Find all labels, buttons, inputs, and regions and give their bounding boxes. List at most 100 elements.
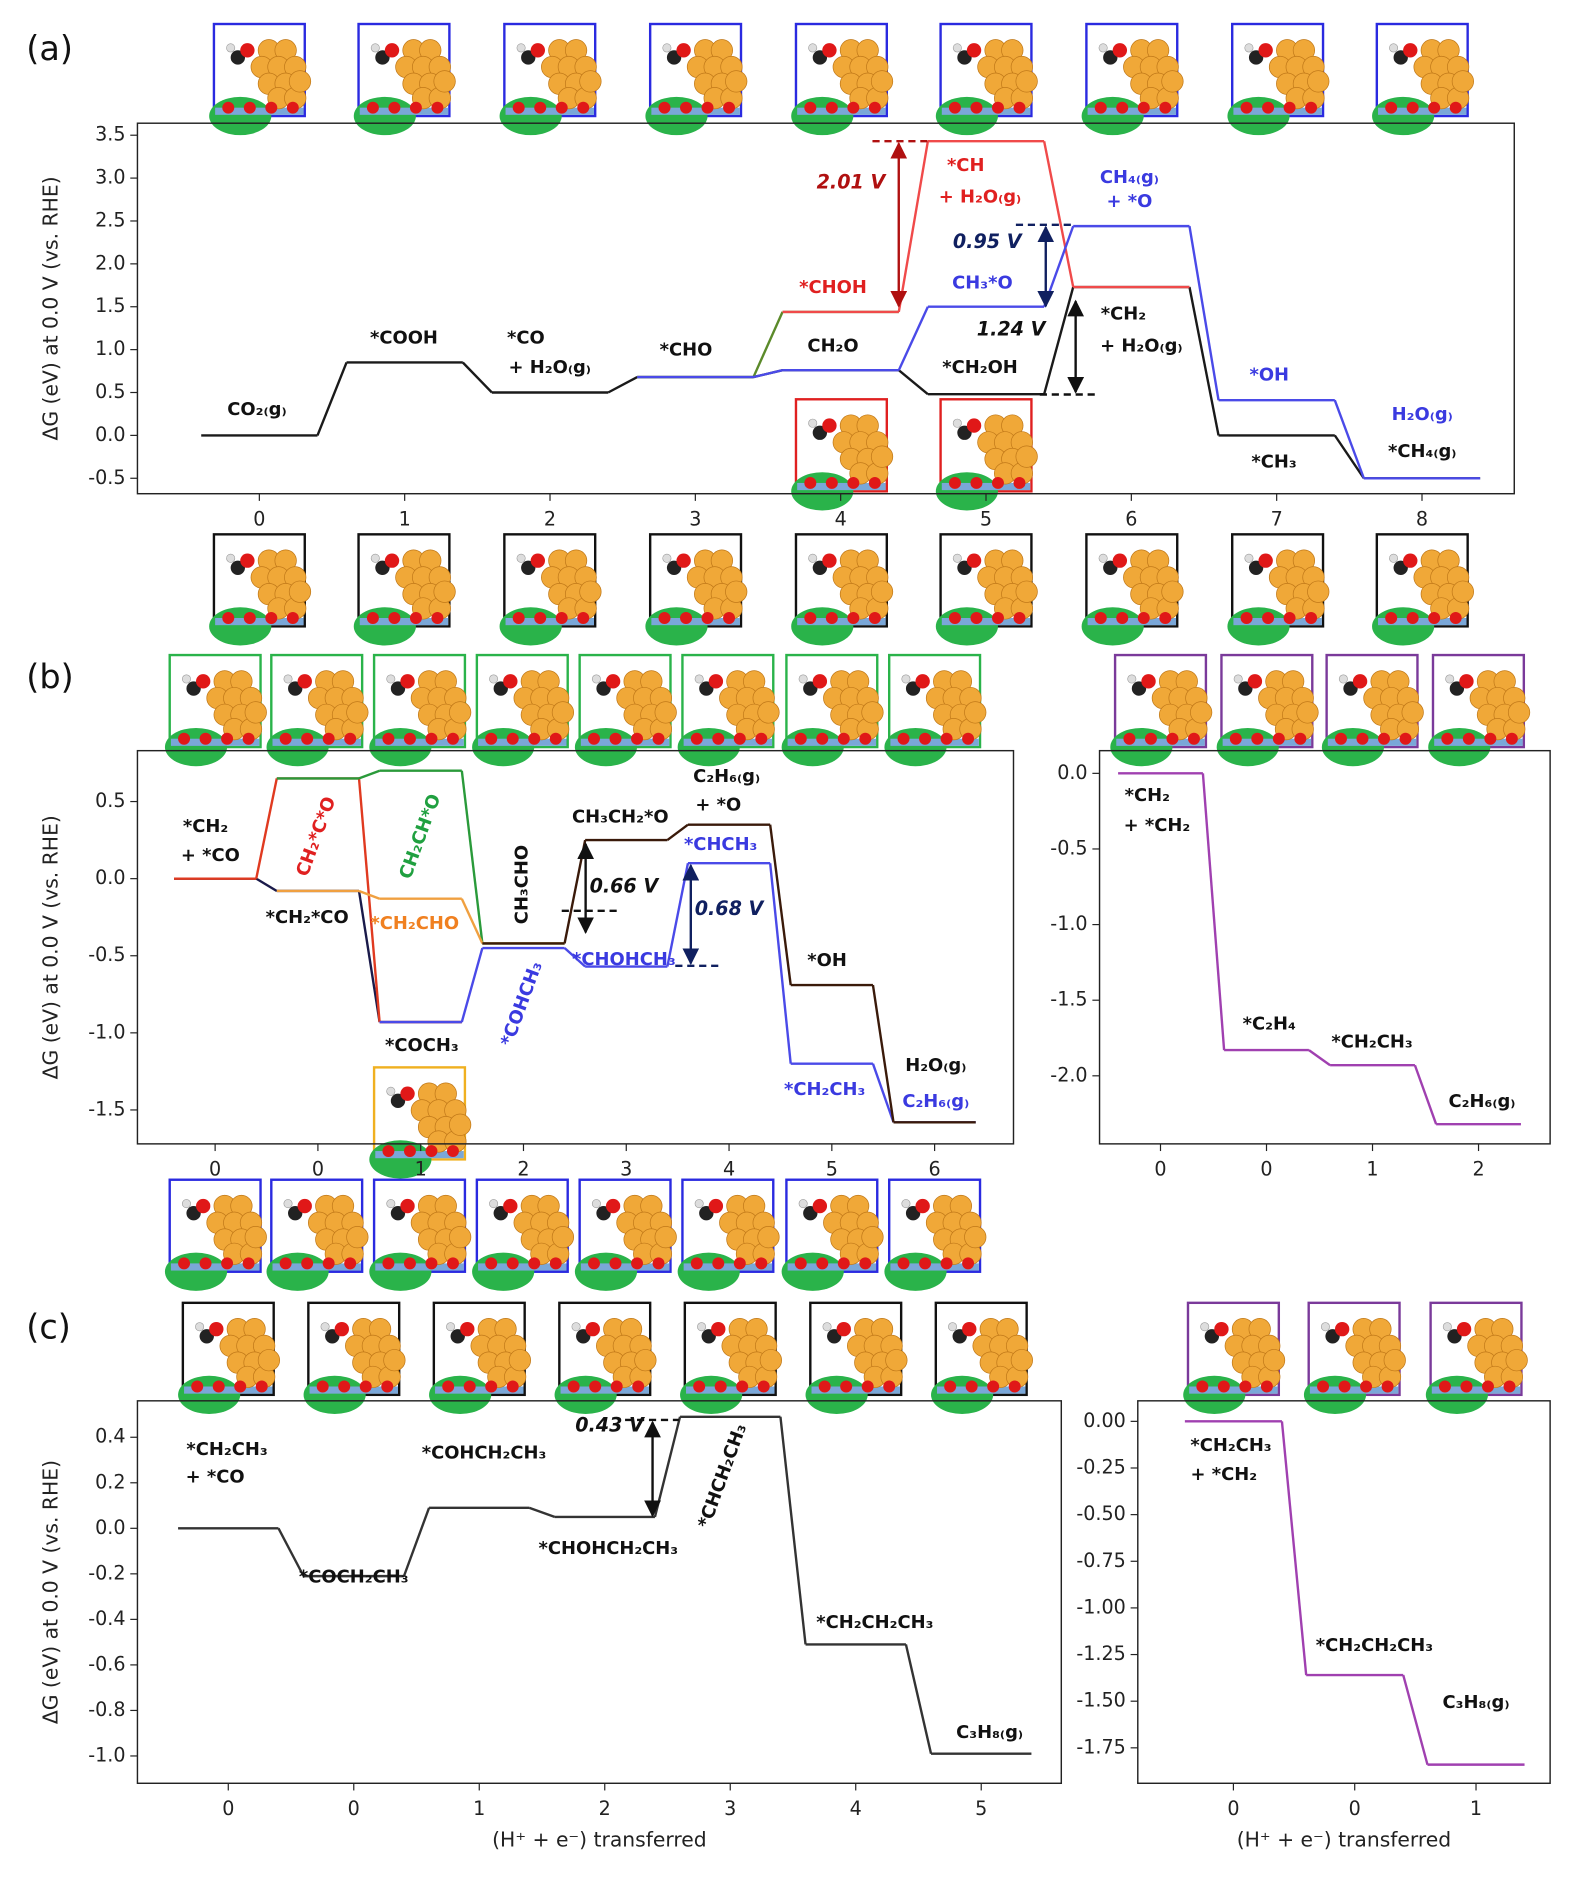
x-axis-label: (H⁺ + e⁻) transferred (492, 1828, 706, 1852)
atom (1403, 553, 1418, 568)
atom (370, 553, 380, 563)
atom (915, 1198, 930, 1214)
substrate-base (560, 1386, 649, 1394)
atom (1116, 101, 1129, 114)
substrate-base (941, 482, 1031, 491)
atom (1360, 1380, 1373, 1393)
atom (725, 70, 748, 93)
atom (658, 612, 671, 624)
y-tick-label: -0.5 (88, 943, 125, 966)
atom (1240, 612, 1253, 624)
y-tick-label: -1.0 (88, 1020, 125, 1043)
atom (571, 1322, 581, 1332)
atom (403, 1257, 416, 1270)
atom (948, 1322, 958, 1332)
atom (610, 1380, 623, 1393)
substrate (677, 727, 740, 767)
atom (1217, 1380, 1230, 1393)
substrate (472, 727, 535, 767)
y-axis-label: ΔG (eV) at 0.0 V (vs. RHE) (38, 815, 62, 1079)
species-label: CH₃CHO (511, 845, 532, 924)
atom (516, 43, 526, 53)
atom (1098, 553, 1108, 563)
substrate-base (890, 1263, 979, 1271)
atom (1229, 732, 1242, 745)
atom (736, 1380, 749, 1393)
substrate-base (1189, 1386, 1278, 1394)
substrate (781, 727, 844, 767)
species-label: + H₂O₍g₎ (509, 357, 591, 378)
atom (733, 732, 746, 745)
substrate (164, 727, 228, 767)
y-axis-label: ΔG (eV) at 0.0 V (vs. RHE) (38, 176, 62, 440)
atom (1338, 1380, 1351, 1393)
atom (697, 1322, 707, 1332)
structure-thumbnail (791, 398, 894, 511)
y-tick-label: 3.5 (95, 123, 125, 146)
structure-thumbnail (209, 22, 312, 136)
atom (1258, 43, 1273, 58)
y-tick-label: 0.0 (95, 1516, 125, 1539)
structure-thumbnail (935, 533, 1038, 646)
atom (885, 1349, 908, 1372)
atom (1159, 612, 1172, 624)
atom (701, 612, 714, 624)
atom (755, 732, 768, 745)
atom (1406, 101, 1419, 114)
atom (1283, 101, 1296, 114)
substrate-base (1116, 738, 1205, 746)
atom (970, 612, 983, 624)
atom (489, 1199, 499, 1209)
atom (944, 1380, 957, 1393)
plot-frame (1137, 1400, 1551, 1784)
atom (530, 43, 545, 58)
atom (1112, 553, 1128, 568)
species-label: *CH (947, 155, 985, 176)
atom (808, 418, 818, 428)
atom (1262, 1349, 1286, 1372)
atom (757, 701, 780, 724)
substrate-base (1431, 1386, 1521, 1394)
atom (433, 580, 456, 603)
atom (403, 1145, 416, 1158)
atom (234, 1380, 247, 1393)
structure-thumbnail (791, 22, 894, 136)
x-tick-label: 6 (1125, 507, 1137, 530)
atom (178, 732, 191, 745)
atom (1389, 43, 1399, 53)
atom (384, 553, 400, 568)
atom (579, 580, 602, 603)
atom (403, 732, 416, 745)
atom (825, 612, 838, 624)
structure-thumbnail (1227, 533, 1330, 646)
atom (1013, 612, 1026, 624)
substrate (645, 96, 708, 136)
atom (991, 101, 1004, 114)
atom (243, 101, 256, 114)
species-label: *CHCH₃ (684, 834, 757, 855)
substrate (884, 727, 947, 767)
connector (1413, 1064, 1438, 1125)
connector (871, 984, 895, 1123)
species-label: *CH₂CH₃ (784, 1079, 865, 1100)
atom (1460, 1380, 1473, 1393)
atom (265, 101, 278, 114)
connector (753, 369, 783, 379)
atom (226, 43, 236, 53)
connector (460, 898, 484, 944)
atom (861, 1380, 874, 1393)
atom (503, 1198, 518, 1214)
y-tick-label: 0.00 (1083, 1409, 1126, 1432)
atom (723, 612, 736, 624)
atom (1505, 732, 1518, 745)
y-tick-label: 2.5 (95, 208, 125, 231)
structure-thumbnail (164, 653, 267, 767)
atom (265, 612, 278, 624)
plot-frame (1098, 749, 1551, 1145)
atom (506, 1380, 519, 1393)
atom (449, 1225, 472, 1249)
species-label: *CH₂ (183, 816, 228, 837)
species-label: *CH₂ (1125, 785, 1170, 806)
atom (212, 1380, 225, 1393)
atom (948, 476, 961, 489)
